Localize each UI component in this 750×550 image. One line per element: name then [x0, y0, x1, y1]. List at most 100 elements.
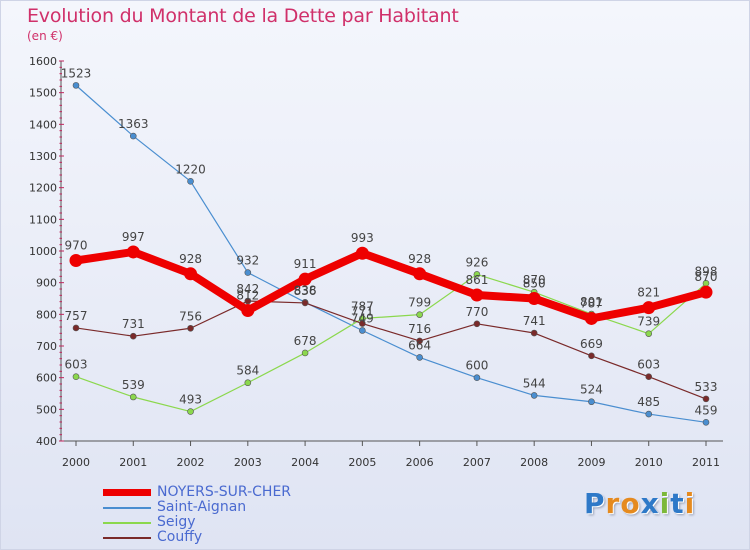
data-label-seigy: 870 [523, 273, 546, 287]
data-label-couffy: 842 [236, 282, 259, 296]
data-label-couffy: 771 [351, 305, 374, 319]
data-label-seigy: 801 [580, 295, 603, 309]
y-tick-label: 700 [36, 340, 57, 353]
data-label-saint-aignan: 485 [637, 395, 660, 409]
data-label-saint-aignan: 600 [465, 359, 488, 373]
legend-swatch [103, 537, 151, 539]
data-point-seigy [187, 408, 194, 415]
data-point-saint-aignan [702, 419, 710, 426]
y-tick-label: 1200 [29, 182, 57, 195]
data-point-saint-aignan [645, 410, 653, 418]
x-tick-label: 2008 [520, 456, 548, 469]
logo-letter: o [620, 487, 641, 520]
data-labels-layer: 1523 1363 1220 932 838 749 664 600 544 524 485 459 6… [61, 66, 718, 417]
data-point-seigy [645, 330, 653, 337]
data-point-noyers-sur-cher [413, 267, 427, 281]
data-label-saint-aignan: 524 [580, 383, 603, 397]
data-label-noyers-sur-cher: 821 [637, 286, 660, 300]
data-point-saint-aignan [244, 269, 252, 276]
data-point-noyers-sur-cher [69, 254, 83, 267]
data-label-saint-aignan: 1523 [61, 66, 92, 80]
data-label-seigy: 799 [408, 296, 431, 310]
data-point-couffy [645, 373, 653, 381]
data-label-noyers-sur-cher: 928 [408, 252, 431, 266]
data-point-seigy [301, 349, 309, 357]
data-label-couffy: 756 [179, 309, 202, 323]
data-label-couffy: 836 [294, 284, 317, 298]
data-label-seigy: 493 [179, 393, 202, 407]
logo-letter: P [584, 487, 606, 520]
data-point-saint-aignan [72, 82, 80, 89]
data-label-noyers-sur-cher: 997 [122, 230, 145, 244]
data-label-couffy: 716 [408, 322, 431, 336]
data-label-couffy: 669 [580, 337, 603, 351]
series-layer [69, 82, 713, 426]
y-tick-label: 1500 [29, 87, 57, 100]
data-label-saint-aignan: 544 [523, 376, 546, 390]
data-point-noyers-sur-cher [470, 288, 484, 302]
y-tick-label: 600 [36, 372, 57, 385]
data-point-couffy [416, 337, 423, 345]
series-line-noyers-sur-cher [72, 247, 710, 323]
y-tick-label: 1000 [29, 245, 57, 258]
data-label-couffy: 603 [637, 358, 660, 372]
data-point-saint-aignan [588, 398, 595, 406]
legend-label: Saint-Aignan [157, 499, 247, 515]
data-label-couffy: 533 [695, 380, 718, 394]
x-tick-label: 2001 [119, 456, 147, 469]
data-point-couffy [301, 299, 309, 307]
series-line-seigy [75, 273, 707, 413]
data-point-noyers-sur-cher [699, 285, 713, 299]
data-label-couffy: 731 [122, 317, 145, 331]
y-tick-label: 400 [36, 435, 57, 448]
x-tick-label: 2004 [291, 456, 319, 469]
data-label-couffy: 757 [65, 309, 88, 323]
data-label-saint-aignan: 1363 [118, 117, 149, 131]
data-point-noyers-sur-cher [298, 272, 312, 286]
data-label-seigy: 539 [122, 378, 145, 392]
data-point-couffy [702, 395, 710, 403]
data-label-seigy: 678 [294, 334, 317, 348]
data-point-seigy [244, 379, 252, 387]
data-point-saint-aignan [129, 132, 137, 140]
data-label-saint-aignan: 1220 [175, 162, 206, 176]
x-tick-label: 2002 [177, 456, 205, 469]
data-point-seigy [72, 373, 80, 381]
data-label-couffy: 770 [465, 305, 488, 319]
legend-swatch [103, 489, 151, 496]
y-tick-label: 1600 [29, 55, 57, 68]
data-label-saint-aignan: 838 [294, 283, 317, 297]
data-label-seigy: 787 [351, 299, 374, 313]
y-tick-label: 500 [36, 403, 57, 416]
y-tick-label: 900 [36, 277, 57, 290]
data-label-saint-aignan: 749 [351, 311, 374, 325]
data-label-noyers-sur-cher: 870 [695, 270, 718, 284]
x-tick-label: 2010 [635, 456, 663, 469]
data-point-couffy [129, 332, 137, 340]
logo-letter: i [659, 487, 671, 520]
data-label-noyers-sur-cher: 911 [294, 257, 317, 271]
chart-title: Evolution du Montant de la Dette par Hab… [27, 5, 459, 27]
data-label-seigy: 739 [637, 315, 660, 329]
data-point-saint-aignan [359, 327, 366, 334]
data-point-saint-aignan [416, 354, 423, 361]
logo-letter: x [640, 487, 660, 520]
logo-letter: r [605, 487, 621, 520]
x-tick-label: 2006 [406, 456, 434, 469]
legend-label: Seigy [157, 514, 196, 530]
y-tick-label: 1100 [29, 213, 57, 226]
data-point-seigy [416, 311, 423, 318]
data-point-noyers-sur-cher [355, 246, 369, 260]
data-point-couffy [359, 320, 366, 327]
data-point-noyers-sur-cher [126, 245, 140, 259]
legend-label: NOYERS-SUR-CHER [157, 484, 292, 500]
y-tick-label: 800 [36, 308, 57, 321]
data-label-noyers-sur-cher: 993 [351, 231, 374, 245]
data-point-saint-aignan [473, 374, 481, 381]
data-label-couffy: 741 [523, 314, 546, 328]
data-point-seigy [473, 271, 481, 278]
logo-letter: t [670, 487, 685, 520]
chart-unit-subtitle: (en €) [27, 29, 63, 43]
y-tick-label: 1400 [29, 118, 57, 131]
